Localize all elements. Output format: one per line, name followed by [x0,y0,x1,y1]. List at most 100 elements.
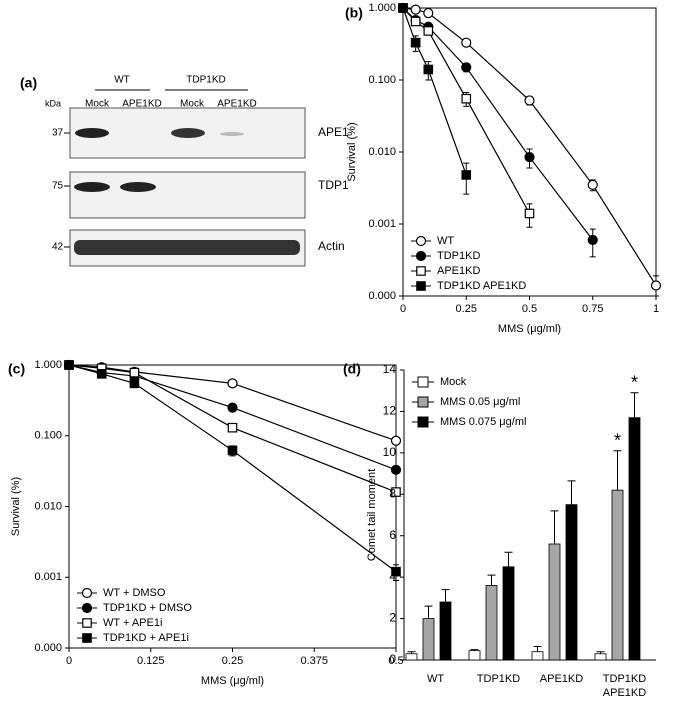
mw-marker: 42 [52,242,64,253]
legend-label: TDP1KD [437,250,480,262]
x-tick-label: 1 [653,303,659,315]
band [74,240,300,255]
bar [485,585,498,661]
data-point [423,64,434,75]
error-bar [596,651,605,654]
legend-marker [415,235,427,247]
band [74,182,110,192]
x-tick-label: TDP1KD APE1KD [602,673,647,699]
error-bar [470,649,479,651]
y-tick-label: 12 [383,404,397,418]
panel-label: (c) [8,361,25,377]
blot-images [69,89,306,267]
annotation: * [631,373,638,393]
y-axis-label: Comet tail moment [366,469,378,561]
band [120,182,156,192]
y-tick-label: 1.000 [368,2,396,14]
x-tick-label: 0.25 [456,303,477,315]
y-tick-label: 0.001 [34,571,62,583]
band [171,128,205,138]
legend-label: MMS 0.05 μg/ml [440,396,520,408]
y-tick-label: 4 [389,569,396,583]
data-point [524,151,535,163]
x-tick-label: APE1KD [539,673,584,685]
bar [502,566,515,661]
bar [594,653,607,661]
legend-marker [81,587,93,599]
protein-label: Actin [318,239,345,253]
x-axis-label: MMS (μg/ml) [201,675,264,687]
bar [468,650,481,661]
data-point [461,62,472,73]
series-line [402,7,594,241]
data-point [587,179,598,190]
bar [405,653,418,661]
group-label: WT [114,75,130,86]
y-tick-label: 1.000 [34,359,62,371]
legend-label: WT [437,235,454,247]
band [75,128,109,138]
data-point [64,360,74,370]
legend-swatch [417,416,429,428]
y-tick-label: 0.000 [34,642,62,654]
series-line [68,364,397,573]
legend-label: TDP1KD APE1KD [437,280,526,292]
y-tick-label: 8 [389,486,396,500]
lane-label: Mock [180,99,205,110]
data-point [391,566,401,577]
band [220,132,244,136]
protein-label: APE1 [318,125,349,139]
protein-label: TDP1 [318,178,349,192]
x-axis-label: MMS (μg/ml) [498,323,561,335]
blot [69,171,306,219]
annotation: * [614,431,621,451]
series-line [402,7,467,176]
legend-label: MMS 0.075 μg/ml [440,416,526,428]
error-bar [567,480,576,505]
data-point [410,4,421,15]
data-point [398,3,408,13]
y-tick-label: 0.100 [368,74,396,86]
data-point [227,445,238,456]
x-tick-label: WT [426,673,445,685]
y-tick-label: 0.001 [368,218,396,230]
bar [611,489,624,661]
units: kDa [45,98,61,108]
y-tick-label: 0.010 [368,146,396,158]
data-point [227,402,238,413]
data-point [423,7,434,19]
y-tick-label: 6 [389,528,396,542]
error-bar [613,450,622,491]
error-bar [630,392,639,418]
x-tick-label: 0.125 [137,655,165,667]
data-point [461,93,472,104]
panel-label: (a) [20,75,37,91]
legend-label: WT + DMSO [103,587,166,599]
error-bar [407,651,416,654]
lane-label: APE1KD [217,99,256,110]
legend-label: TDP1KD + APE1i [103,632,189,644]
legend-marker [415,250,427,262]
legend-label: WT + APE1i [103,617,162,629]
lane-label: APE1KD [122,99,161,110]
data-point [461,170,472,180]
panel-label: (d) [343,361,361,377]
mw-marker: 75 [52,181,64,192]
x-tick-label: 0.375 [300,655,328,667]
error-bar [441,589,450,602]
bar [531,651,544,661]
error-bar [550,510,559,544]
y-tick-label: 0.000 [368,290,396,302]
bar [628,417,641,661]
x-tick-label: 0.5 [388,655,403,667]
data-point [410,37,421,48]
lane-label: Mock [85,99,110,110]
data-point [423,26,434,36]
y-tick-label: 10 [383,445,397,459]
data-point [461,37,472,48]
bar [422,618,435,661]
mw-marker: 37 [52,128,64,139]
x-tick-label: 0 [400,303,406,315]
